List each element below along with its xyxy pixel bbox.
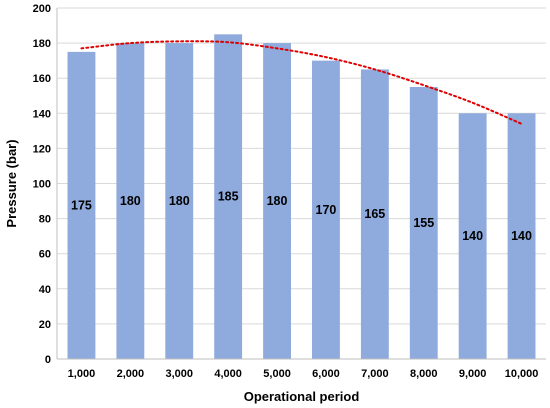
bars (67, 34, 536, 360)
x-tick-label: 6,000 (312, 368, 340, 380)
bar (507, 113, 536, 359)
bar (165, 43, 194, 359)
y-tick-label: 60 (39, 249, 51, 261)
data-labels: 175 180 180 185 180 170 165 155 140 140 (71, 190, 532, 243)
data-label: 175 (71, 198, 92, 212)
bar (214, 34, 243, 359)
data-label: 155 (413, 216, 434, 230)
y-tick-label: 120 (33, 143, 51, 155)
x-tick-label: 3,000 (165, 368, 193, 380)
y-tick-label: 80 (39, 214, 51, 226)
bar (360, 69, 389, 360)
y-tick-label: 160 (33, 73, 51, 85)
data-label: 185 (218, 190, 239, 204)
data-label: 170 (316, 203, 337, 217)
x-tick-label: 4,000 (214, 368, 242, 380)
axes: 0 20 40 60 80 100 120 140 160 180 200 1,000 2,000 3,0… (33, 3, 546, 380)
y-tick-label: 40 (39, 284, 51, 296)
bar (312, 60, 340, 360)
bar (409, 86, 438, 359)
y-tick-label: 20 (39, 319, 51, 331)
x-tick-label: 8,000 (410, 368, 438, 380)
x-tick-label: 10,000 (505, 368, 539, 380)
y-tick-label: 0 (45, 354, 51, 366)
data-label: 140 (511, 229, 532, 243)
x-tick-label: 1,000 (68, 368, 96, 380)
x-tick-label: 9,000 (459, 368, 487, 380)
y-axis-title: Pressure (bar) (4, 139, 19, 227)
y-tick-label: 200 (33, 3, 51, 15)
bar (263, 43, 291, 359)
data-label: 180 (267, 194, 288, 208)
y-tick-label: 140 (33, 108, 51, 120)
bar (458, 113, 487, 359)
trendline (80, 40, 523, 125)
bar (67, 51, 96, 359)
y-tick-label: 180 (33, 38, 51, 50)
x-tick-label: 5,000 (263, 368, 291, 380)
x-tick-label: 7,000 (361, 368, 389, 380)
trendline-path (80, 40, 523, 125)
bar (116, 43, 145, 359)
data-label: 180 (120, 194, 141, 208)
data-label: 165 (364, 207, 385, 221)
x-tick-label: 2,000 (117, 368, 145, 380)
x-axis-title: Operational period (244, 389, 360, 404)
data-label: 180 (169, 194, 190, 208)
y-tick-label: 100 (33, 179, 51, 191)
data-label: 140 (462, 229, 483, 243)
